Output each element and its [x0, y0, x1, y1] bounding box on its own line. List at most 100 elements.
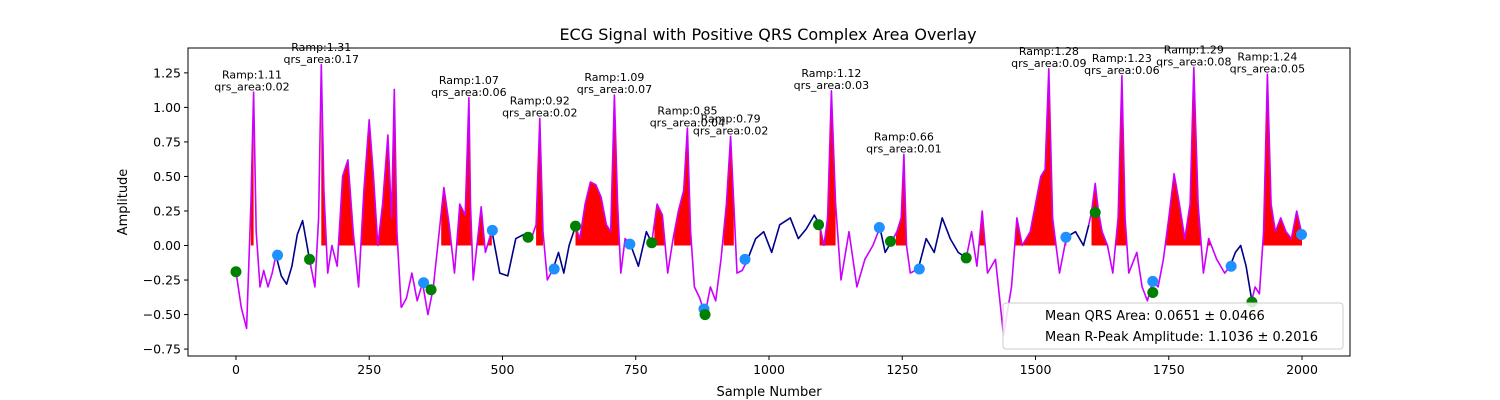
ecg-qrs-segment [1152, 66, 1231, 288]
x-tick-label: 500 [491, 362, 515, 377]
ecg-qrs-segment [650, 127, 706, 315]
qrs-area-label: qrs_area:0.17 [284, 53, 359, 66]
y-axis-label: Amplitude [116, 169, 131, 236]
ecg-qrs-segment [308, 63, 402, 308]
qrs-offset-marker [646, 237, 658, 249]
ramp-label: Ramp:1.23 [1092, 52, 1152, 65]
x-tick-label: 1500 [1020, 362, 1052, 377]
qrs-area-fill [441, 97, 492, 246]
ecg-baseline-segment [275, 219, 311, 285]
y-tick-label: 0.00 [153, 238, 181, 253]
ramp-label: Ramp:1.24 [1237, 50, 1297, 63]
qrs-offset-marker [522, 231, 534, 243]
ramp-label: Ramp:1.31 [291, 41, 351, 54]
qrs-offset-marker [885, 235, 897, 247]
qrs-area-fill [979, 211, 985, 246]
qrs-onset-marker [1060, 231, 1072, 243]
x-tick-label: 0 [232, 362, 240, 377]
y-tick-label: −0.25 [143, 273, 181, 288]
ecg-qrs-segment [965, 67, 1068, 337]
qrs-area-label: qrs_area:0.03 [794, 79, 869, 92]
ecg-qrs-segment [1088, 74, 1154, 302]
qrs-area-label: qrs_area:0.07 [577, 83, 652, 96]
qrs-onset-marker [548, 263, 560, 275]
ecg-baseline-segment [917, 217, 967, 270]
ecg-qrs-segment [704, 135, 749, 315]
y-tick-label: −0.75 [143, 342, 181, 357]
x-tick-label: 2000 [1286, 362, 1318, 377]
qrs-offset-marker [960, 252, 972, 264]
ramp-label: Ramp:1.07 [439, 74, 499, 87]
qrs-area-label: qrs_area:0.05 [1230, 62, 1305, 75]
plot-area [230, 63, 1307, 337]
qrs-area-fill [575, 95, 631, 246]
ramp-label: Ramp:1.29 [1164, 44, 1224, 57]
y-tick-label: 1.25 [153, 65, 181, 80]
qrs-offset-marker [699, 309, 711, 321]
legend-box [1002, 302, 1344, 350]
ecg-baseline-segment [1229, 244, 1253, 299]
y-tick-label: 1.00 [153, 100, 181, 115]
chart-title: ECG Signal with Positive QRS Complex Are… [559, 25, 976, 44]
qrs-area-label: qrs_area:0.02 [214, 80, 289, 93]
qrs-area-label: qrs_area:0.06 [1084, 64, 1159, 77]
qrs-offset-marker [813, 219, 825, 231]
x-tick-label: 750 [624, 362, 648, 377]
qrs-offset-marker [304, 253, 316, 265]
ramp-label: Ramp:1.28 [1019, 45, 1079, 58]
ramp-label: Ramp:1.09 [584, 71, 644, 84]
x-tick-label: 1750 [1153, 362, 1185, 377]
axes-ticks: 0 250 500 750 1000 1250 1500 1750 2000 −0.75 −0.50… [143, 65, 1318, 377]
qrs-area-fill [1262, 74, 1302, 246]
qrs-onset-marker [624, 238, 636, 250]
legend-entry-r-peak: Mean R-Peak Amplitude: 1.1036 ± 0.2016 [1045, 330, 1318, 345]
y-tick-label: −0.50 [143, 307, 181, 322]
qrs-onset-marker [913, 263, 925, 275]
y-tick-label: 0.50 [153, 169, 181, 184]
qrs-offset-marker [1089, 206, 1101, 218]
legend-entry-qrs-area: Mean QRS Area: 0.0651 ± 0.0466 [1045, 309, 1265, 324]
qrs-area-label: qrs_area:0.01 [866, 143, 941, 156]
qrs-area-label: qrs_area:0.02 [693, 125, 768, 138]
qrs-onset-marker [272, 249, 284, 261]
qrs-area-fill [1014, 68, 1067, 246]
ramp-label: Ramp:0.66 [874, 131, 934, 144]
peak-annotations: Ramp:1.11qrs_area:0.02Ramp:1.31qrs_area:… [214, 41, 1305, 156]
qrs-area-fill [1091, 75, 1127, 246]
qrs-area-fill [1166, 67, 1212, 246]
ecg-qrs-segment [400, 272, 424, 309]
ecg-baseline-segment [1065, 224, 1090, 247]
qrs-onset-marker [418, 277, 430, 289]
y-tick-label: 0.25 [153, 203, 181, 218]
qrs-area-fill [654, 204, 666, 246]
ramp-label: Ramp:0.79 [701, 113, 761, 126]
ecg-qrs-segment [890, 153, 919, 274]
qrs-area-fill [819, 90, 836, 246]
x-tick-label: 1250 [886, 362, 918, 377]
plot-content [230, 63, 1307, 337]
qrs-offset-marker [230, 266, 242, 278]
qrs-area-label: qrs_area:0.06 [431, 86, 506, 99]
qrs-area-label: qrs_area:0.09 [1011, 57, 1086, 70]
qrs-onset-marker [1225, 260, 1237, 272]
ramp-label: Ramp:1.11 [222, 68, 282, 81]
x-tick-label: 250 [357, 362, 381, 377]
ramp-label: Ramp:0.92 [510, 95, 570, 108]
legend: Mean QRS Area: 0.0651 ± 0.0466 Mean R-Pe… [1002, 302, 1344, 350]
qrs-offset-marker [570, 220, 582, 232]
qrs-offset-marker [1147, 286, 1159, 298]
qrs-onset-marker [873, 222, 885, 234]
y-tick-label: 0.75 [153, 134, 181, 149]
qrs-area-fill [536, 118, 543, 246]
qrs-area-label: qrs_area:0.04 [650, 116, 725, 129]
ecg-baseline-segment [746, 214, 821, 260]
ecg-baseline-segment [552, 225, 577, 274]
ecg-baseline-segment [629, 230, 653, 267]
ramp-label: Ramp:1.12 [801, 67, 861, 80]
qrs-area-label: qrs_area:0.02 [502, 107, 577, 120]
x-axis-label: Sample Number [716, 385, 822, 400]
qrs-onset-marker [1147, 275, 1159, 287]
qrs-onset-marker [486, 224, 498, 236]
ecg-qrs-segment [235, 91, 277, 330]
